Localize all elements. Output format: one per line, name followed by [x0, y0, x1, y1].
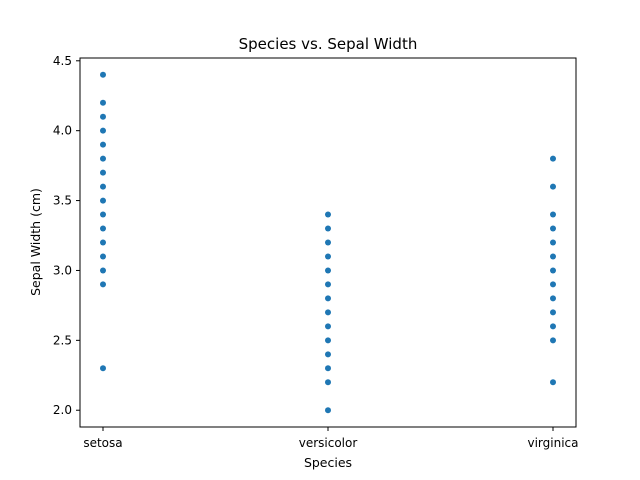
data-point-virginica	[550, 211, 556, 218]
data-point-versicolor	[325, 211, 331, 218]
data-point-versicolor	[325, 365, 331, 372]
data-point-setosa	[100, 281, 106, 288]
data-point-setosa	[100, 239, 106, 246]
data-point-virginica	[550, 183, 556, 190]
data-point-versicolor	[325, 253, 331, 260]
data-point-versicolor	[325, 295, 331, 302]
data-point-versicolor	[325, 225, 331, 232]
data-point-setosa	[100, 267, 106, 274]
data-point-setosa	[100, 197, 106, 204]
data-point-virginica	[550, 309, 556, 316]
data-point-versicolor	[325, 351, 331, 358]
data-point-versicolor	[325, 323, 331, 330]
data-point-setosa	[100, 141, 106, 148]
data-point-virginica	[550, 295, 556, 302]
y-tick-label: 2.5	[53, 333, 72, 347]
y-tick-label: 4.5	[53, 54, 72, 68]
data-point-setosa	[100, 253, 106, 260]
data-point-virginica	[550, 323, 556, 330]
data-point-virginica	[550, 281, 556, 288]
data-point-versicolor	[325, 379, 331, 386]
data-point-virginica	[550, 155, 556, 162]
data-point-versicolor	[325, 281, 331, 288]
y-tick-label: 3.0	[53, 263, 72, 277]
data-point-setosa	[100, 99, 106, 106]
y-tick-label: 3.5	[53, 194, 72, 208]
data-point-setosa	[100, 225, 106, 232]
data-point-versicolor	[325, 337, 331, 344]
data-point-virginica	[550, 267, 556, 274]
data-point-setosa	[100, 183, 106, 190]
data-point-setosa	[100, 113, 106, 120]
data-point-setosa	[100, 71, 106, 78]
x-tick-label: virginica	[528, 436, 579, 450]
data-point-setosa	[100, 211, 106, 218]
y-axis: 2.0 2.5 3.0 3.5 4.0 4.5	[53, 54, 80, 417]
data-point-setosa	[100, 365, 106, 372]
data-point-versicolor	[325, 309, 331, 316]
data-point-setosa	[100, 169, 106, 176]
x-tick-label: versicolor	[299, 436, 358, 450]
data-point-setosa	[100, 127, 106, 134]
data-point-versicolor	[325, 267, 331, 274]
data-point-setosa	[100, 155, 106, 162]
data-points	[100, 71, 556, 414]
data-point-virginica	[550, 225, 556, 232]
y-tick-label: 4.0	[53, 124, 72, 138]
chart-title: Species vs. Sepal Width	[239, 35, 418, 53]
data-point-virginica	[550, 337, 556, 344]
x-axis-label: Species	[304, 455, 352, 470]
data-point-versicolor	[325, 407, 331, 414]
data-point-virginica	[550, 239, 556, 246]
x-tick-label: setosa	[83, 436, 122, 450]
y-tick-label: 2.0	[53, 403, 72, 417]
data-point-virginica	[550, 379, 556, 386]
x-axis: setosa versicolor virginica	[83, 427, 579, 450]
data-point-versicolor	[325, 239, 331, 246]
data-point-virginica	[550, 253, 556, 260]
y-axis-label: Sepal Width (cm)	[28, 188, 43, 296]
